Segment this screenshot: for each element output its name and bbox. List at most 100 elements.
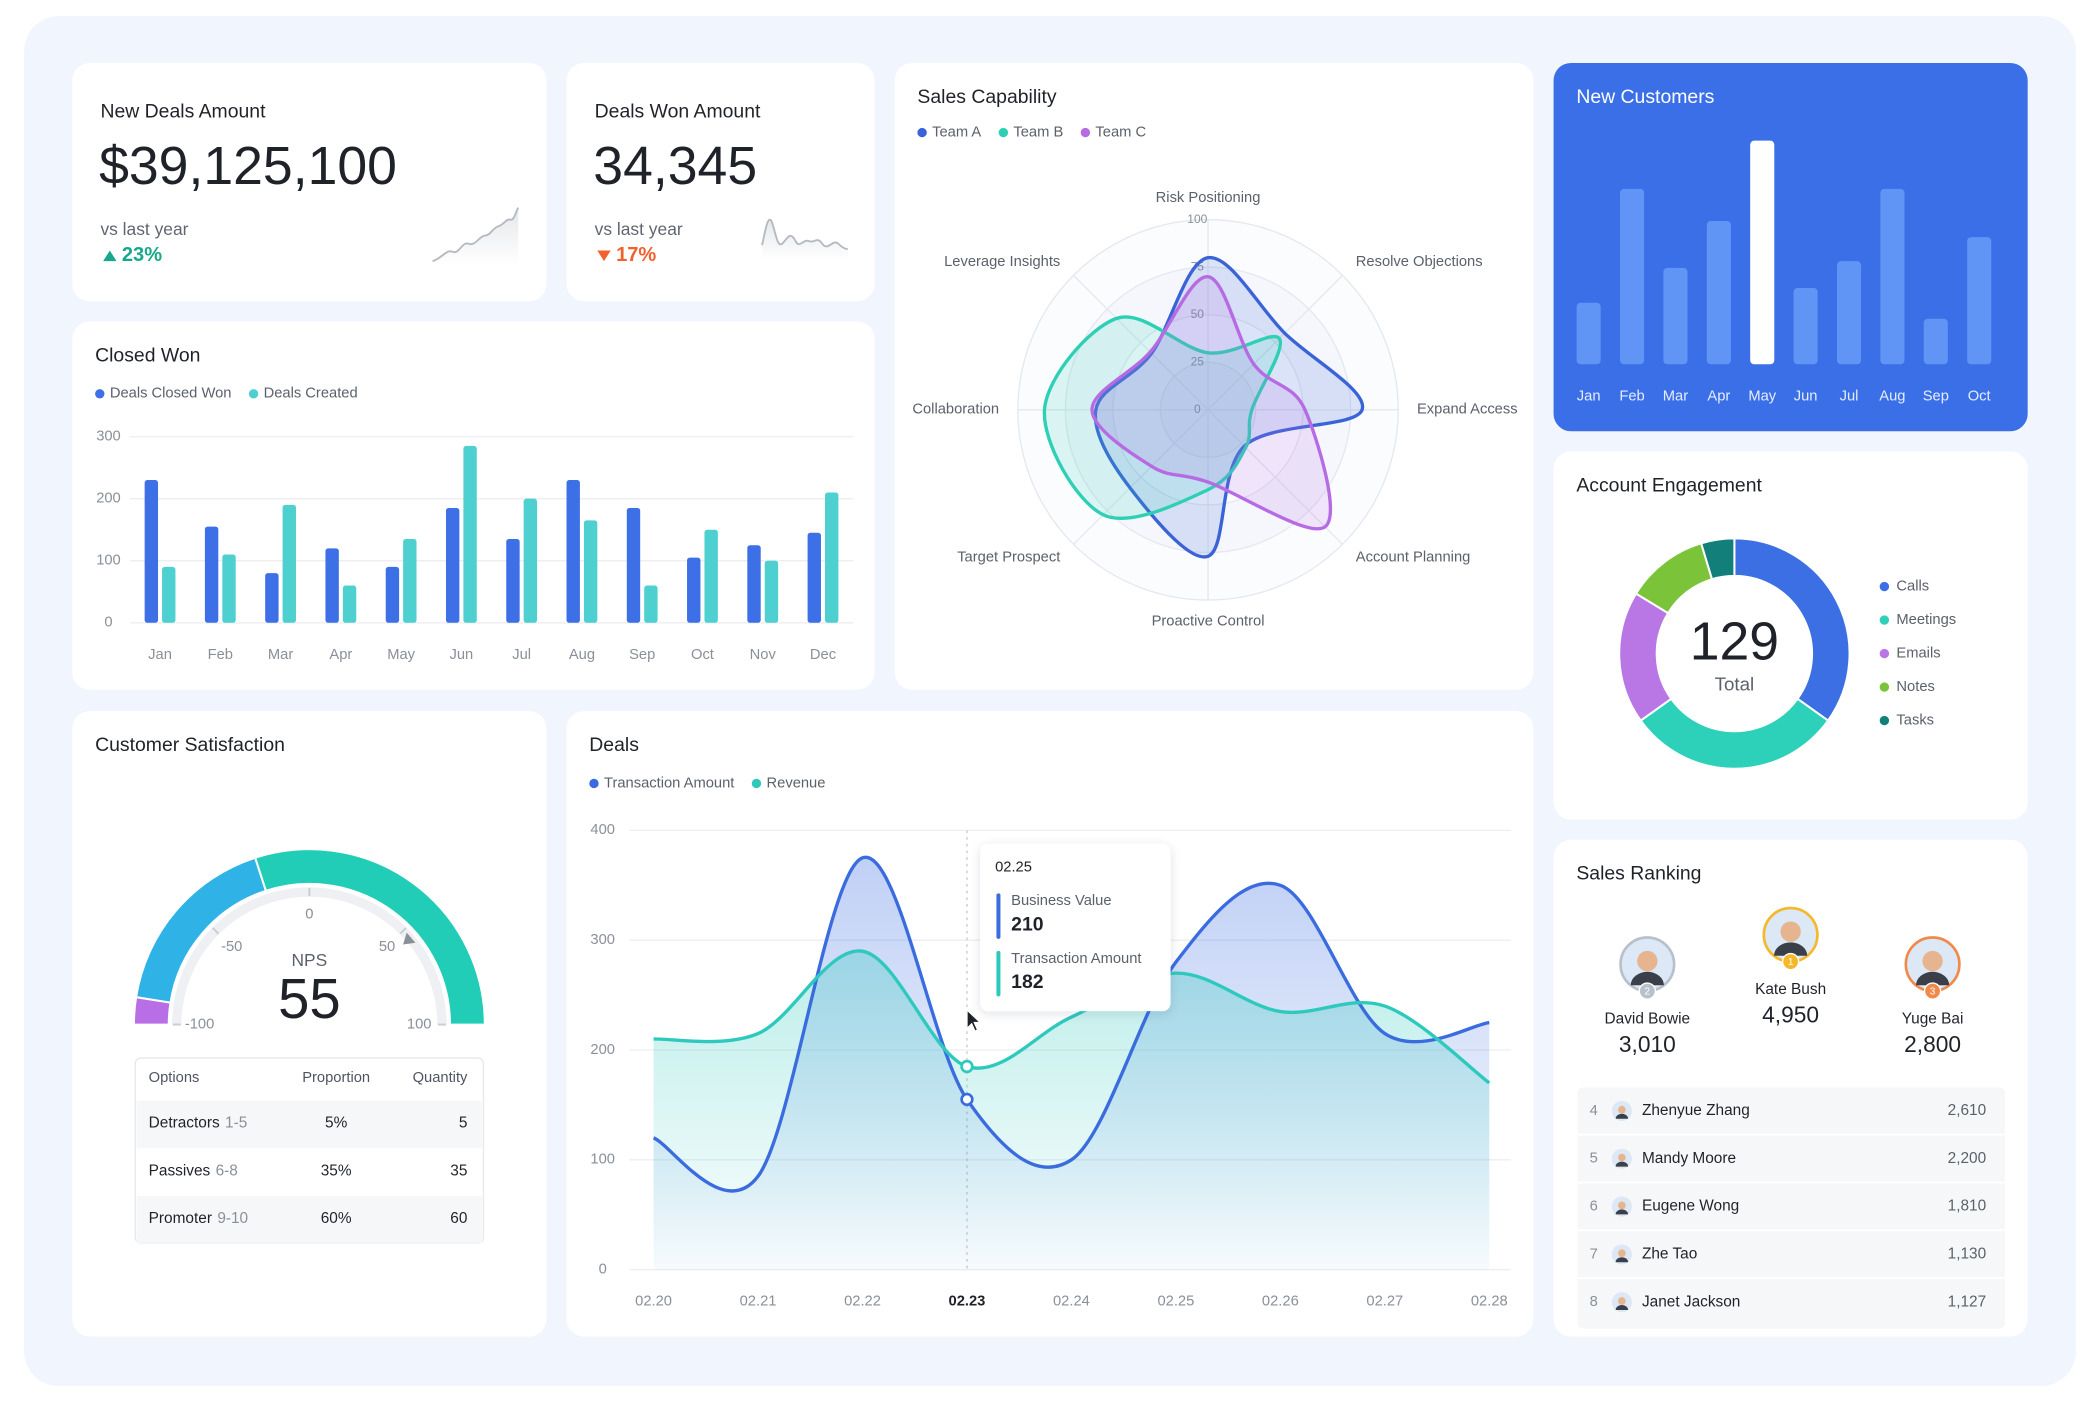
radar-area: [1042, 315, 1283, 520]
kpi-title: New Deals Amount: [100, 101, 266, 123]
hover-marker: [960, 1092, 974, 1107]
avatar-face: [1618, 1249, 1626, 1258]
bar: [445, 507, 460, 623]
bar: [626, 507, 641, 623]
bar: [747, 545, 761, 623]
sparkline-area: [762, 219, 848, 260]
card-title: Sales Ranking: [1576, 863, 1701, 885]
avatar-body: [1774, 942, 1808, 956]
table-cell: 60: [450, 1210, 467, 1227]
bar: [1706, 220, 1731, 365]
table-cell: 5: [459, 1115, 468, 1132]
legend-marker: [1879, 682, 1890, 692]
tooltip-bar: [996, 893, 1001, 939]
bar: [687, 557, 701, 623]
ranking-score: 4,950: [1762, 1002, 1819, 1028]
line: [653, 949, 1491, 1085]
card: [566, 62, 875, 302]
legend-label: Notes: [1896, 679, 1934, 695]
gauge-tick: [212, 927, 220, 935]
card-title: Closed Won: [95, 344, 200, 366]
sparkline: [432, 207, 520, 263]
bar: [523, 498, 538, 623]
content: New Deals Amount $39,125,100 vs last year 2…: [72, 62, 2028, 1337]
bar: [644, 585, 658, 623]
trend-arrow: [103, 250, 117, 262]
axis-label: Target Prospect: [957, 549, 1060, 565]
legend-marker: [248, 389, 259, 399]
table-cell: 35%: [321, 1162, 352, 1179]
x-tick-label: Sep: [1923, 388, 1949, 404]
x-tick-label: Dec: [810, 647, 836, 663]
ranking-name: Zhe Tao: [1642, 1245, 1697, 1262]
y-tick-label: 300: [96, 429, 121, 445]
legend-marker: [589, 778, 599, 789]
table-cell: Promoter: [149, 1210, 212, 1227]
legend-marker: [1879, 648, 1890, 659]
x-tick-label: Aug: [569, 647, 595, 663]
gauge-tick-label: 50: [379, 939, 395, 955]
avatar-body: [1615, 1257, 1629, 1263]
bar: [1620, 188, 1645, 365]
table-cell: 35: [450, 1162, 467, 1179]
table-cell: 60%: [321, 1210, 352, 1227]
ranking-score: 2,800: [1904, 1031, 1961, 1057]
x-tick-label: Mar: [268, 647, 293, 663]
bar: [1967, 237, 1992, 365]
radar-area: [1093, 256, 1365, 559]
bar: [704, 529, 718, 623]
x-tick-label: 02.28: [1471, 1294, 1508, 1310]
x-tick-label: May: [387, 647, 415, 663]
x-tick-label: Jan: [1577, 388, 1601, 404]
ranking-name: David Bowie: [1605, 1010, 1691, 1027]
spoke: [1073, 274, 1209, 411]
x-tick-label: 02.22: [844, 1294, 881, 1310]
ranking-score: 1,130: [1948, 1245, 1987, 1262]
card-title: New Customers: [1576, 86, 1714, 108]
rank-number: 7: [1590, 1246, 1598, 1262]
x-tick-label: 02.27: [1366, 1294, 1403, 1310]
table-header: Options: [149, 1070, 200, 1086]
legend-label: Meetings: [1896, 612, 1956, 628]
spoke: [1207, 274, 1343, 411]
legend-marker: [1080, 127, 1091, 138]
total-value: 129: [1690, 613, 1779, 672]
axis-label: Risk Positioning: [1156, 190, 1261, 206]
bar: [325, 548, 339, 623]
x-tick-label: Apr: [329, 647, 352, 663]
x-tick-label: Apr: [1707, 388, 1730, 404]
avatar-face: [1618, 1297, 1626, 1305]
bar: [583, 520, 598, 623]
donut-segment: [1733, 537, 1851, 723]
legend-label: Emails: [1896, 645, 1940, 661]
avatar-body: [1615, 1161, 1629, 1167]
rank-number: 4: [1590, 1103, 1598, 1119]
ranking-score: 1,127: [1948, 1293, 1987, 1310]
ranking-name: Zhenyue Zhang: [1642, 1102, 1750, 1119]
mouse-cursor: [966, 1008, 983, 1033]
legend-label: Team A: [932, 124, 981, 140]
spoke: [1207, 409, 1343, 545]
spoke: [1073, 409, 1209, 545]
table-cell: 6-8: [216, 1162, 238, 1179]
bar: [1793, 287, 1818, 365]
r-tick-label: 50: [1191, 307, 1205, 321]
y-tick-label: 400: [590, 822, 615, 838]
bar: [825, 492, 839, 623]
legend-marker: [998, 127, 1009, 138]
kpi-title: Deals Won Amount: [595, 101, 761, 123]
bar: [566, 480, 580, 623]
line: [652, 855, 1490, 1193]
x-tick-label: Aug: [1879, 388, 1905, 404]
legend-marker: [1879, 581, 1890, 592]
bar: [162, 566, 176, 623]
bar: [282, 504, 296, 623]
x-tick-label: Jan: [148, 647, 172, 663]
kpi-value: 34,345: [593, 137, 757, 196]
axis-label: Expand Access: [1417, 402, 1518, 418]
total-label: Total: [1715, 674, 1755, 695]
legend-label: Deals Closed Won: [110, 386, 232, 402]
table-row-bg: [136, 1100, 483, 1148]
tooltip: [980, 843, 1171, 1012]
